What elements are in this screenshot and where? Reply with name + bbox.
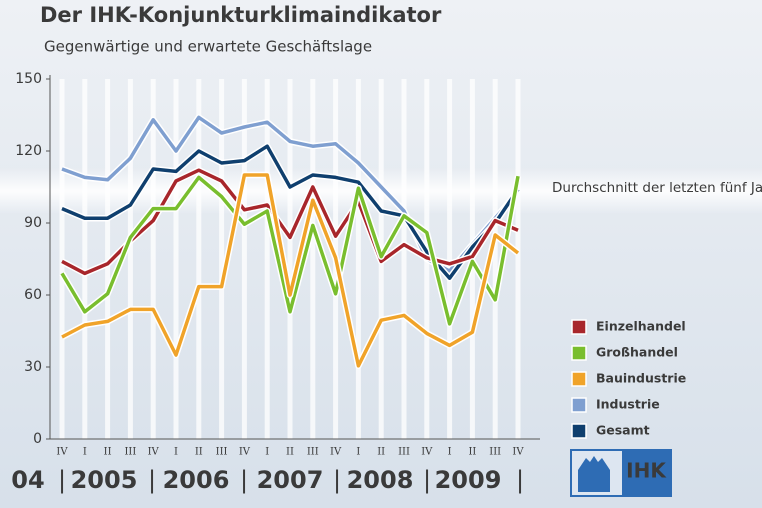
year-separator: | — [423, 466, 431, 494]
quarter-stripe — [447, 79, 453, 439]
quarter-stripe — [515, 79, 521, 439]
quarter-stripe — [219, 79, 225, 439]
year-label: 2006 — [163, 466, 230, 494]
logo-text: IHK — [626, 459, 667, 483]
annotation: Durchschnitt der letzten fünf Jahre — [552, 180, 762, 196]
quarter-stripe — [82, 79, 88, 439]
year-label: 04 — [11, 466, 44, 494]
legend-swatch — [571, 371, 587, 387]
x-tick-label: II — [286, 447, 294, 458]
quarter-stripe — [355, 79, 361, 439]
x-tick-label: IV — [148, 447, 160, 458]
x-tick-label: III — [124, 447, 136, 458]
x-tick-label: II — [195, 447, 203, 458]
legend-swatch — [571, 319, 587, 335]
y-tick-label: 90 — [24, 215, 42, 231]
line — [61, 173, 520, 368]
year-separator: | — [148, 466, 156, 494]
x-tick-label: IV — [330, 447, 342, 458]
year-separator: | — [333, 466, 341, 494]
x-tick-label: IV — [421, 447, 433, 458]
quarter-stripe — [173, 79, 179, 439]
x-tick-label: I — [356, 447, 360, 458]
y-tick-label: 30 — [24, 359, 42, 375]
x-tick-label: IV — [512, 447, 524, 458]
year-label: 2009 — [435, 466, 502, 494]
legend-label: Großhandel — [596, 345, 678, 360]
x-tick-label: III — [398, 447, 410, 458]
x-tick-label: I — [83, 447, 87, 458]
year-label: 2008 — [347, 466, 414, 494]
x-tick-label: II — [468, 447, 476, 458]
plot: IV I II III IV I II III IV I II III IV I II III IV I II III… — [11, 71, 540, 494]
legend-swatch — [571, 345, 587, 361]
line — [61, 144, 520, 280]
y-tick-label: 60 — [24, 287, 42, 303]
quarter-stripe — [196, 79, 202, 439]
legend-label: Industrie — [596, 397, 660, 412]
legend-swatch — [571, 423, 587, 439]
x-tick-label: II — [377, 447, 385, 458]
y-tick-label: 120 — [15, 143, 42, 159]
x-tick-label: III — [307, 447, 319, 458]
legend-swatch — [571, 397, 587, 413]
quarter-stripe — [150, 79, 156, 439]
quarter-stripe — [105, 79, 111, 439]
year-separator: | — [58, 466, 66, 494]
x-tick-label: III — [489, 447, 501, 458]
legend-label: Einzelhandel — [596, 319, 686, 334]
line — [60, 175, 520, 326]
year-separator: | — [516, 466, 524, 494]
quarter-stripe — [264, 79, 270, 439]
legend-label: Bauindustrie — [596, 371, 686, 386]
x-tick-label: I — [265, 447, 269, 458]
x-tick-label: IV — [56, 447, 68, 458]
chart-subtitle: Gegenwärtige und erwartete Geschäftslage — [44, 38, 372, 56]
quarter-stripe — [59, 79, 65, 439]
x-tick-label: I — [448, 447, 452, 458]
x-tick-label: IV — [239, 447, 251, 458]
year-label: 2005 — [71, 466, 138, 494]
quarter-stripe — [401, 79, 407, 439]
year-separator: | — [240, 466, 248, 494]
legend-label: Gesamt — [596, 423, 650, 438]
quarter-stripe — [127, 79, 133, 439]
quarter-stripe — [492, 79, 498, 439]
x-tick-label: I — [174, 447, 178, 458]
quarter-stripe — [241, 79, 247, 439]
x-tick-label: III — [216, 447, 228, 458]
logo-building — [578, 456, 610, 492]
year-label: 2007 — [257, 466, 324, 494]
quarter-stripe — [310, 79, 316, 439]
quarter-stripe — [287, 79, 293, 439]
y-tick-label: 150 — [15, 71, 42, 87]
y-tick-label: 0 — [33, 431, 42, 447]
x-tick-label: II — [104, 447, 112, 458]
chart-title: Der IHK-Konjunkturklimaindikator — [40, 3, 442, 27]
line — [61, 168, 519, 276]
